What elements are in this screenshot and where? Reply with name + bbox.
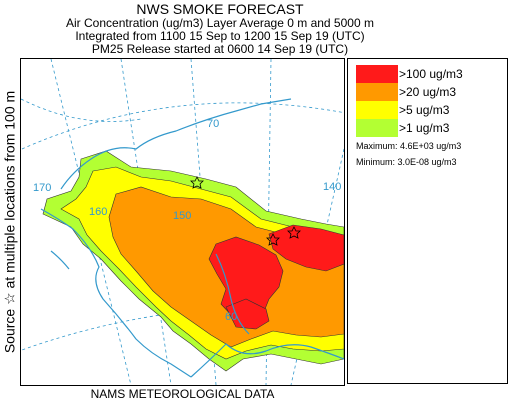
source-star-icon	[287, 226, 301, 239]
coast-west	[40, 208, 192, 378]
river-yukon	[215, 253, 250, 335]
graticule-label-150: 150	[173, 210, 191, 222]
smoke-map: 70 170 160 140 150 60	[21, 59, 344, 385]
graticule-label-60: 60	[225, 311, 237, 323]
subtitle-integration-period: Integrated from 1100 15 Sep to 1200 15 S…	[75, 29, 365, 43]
legend-label: >100 ug/m3	[399, 67, 463, 81]
legend-swatch	[356, 119, 398, 137]
coastline	[40, 98, 344, 378]
map-frame: 70 170 160 140 150 60	[20, 58, 345, 386]
legend-label: >1 ug/m3	[399, 121, 450, 135]
legend-item-1: >1 ug/m3	[356, 119, 496, 137]
coast-south	[190, 343, 344, 378]
legend-item-5: >5 ug/m3	[356, 101, 496, 119]
source-locations	[190, 176, 301, 246]
subtitle-release-start: PM25 Release started at 0600 14 Sep 19 (…	[91, 42, 349, 56]
source-label: Source ☆ at multiple locations from 100 …	[1, 90, 18, 354]
source-star-icon	[190, 176, 204, 189]
legend-swatch	[356, 101, 398, 119]
coast-north	[60, 98, 292, 190]
latitude-arc-north	[21, 98, 142, 122]
smoke-level-4-east	[268, 224, 344, 272]
graticule-label-170: 170	[33, 182, 51, 194]
map-title: NWS SMOKE FORECAST	[136, 1, 304, 17]
subtitle-concentration: Air Concentration (ug/m3) Layer Average …	[66, 16, 374, 30]
legend-swatch	[356, 83, 398, 101]
latitude-line-70	[21, 102, 344, 150]
graticule-label-160: 160	[89, 206, 107, 218]
legend-item-100: >100 ug/m3	[356, 65, 496, 83]
graticule-label-70: 70	[207, 118, 219, 130]
graticule-label-140: 140	[323, 181, 341, 193]
legend: >100 ug/m3 >20 ug/m3 >5 ug/m3 >1 ug/m3 M…	[347, 58, 508, 384]
longitude-line-170	[50, 59, 132, 385]
legend-label: >20 ug/m3	[399, 85, 457, 99]
minimum-value: Minimum: 3.0E-08 ug/m3	[356, 157, 457, 167]
legend-item-20: >20 ug/m3	[356, 83, 496, 101]
meteorological-data-label: NAMS METEOROLOGICAL DATA	[90, 387, 275, 401]
maximum-value: Maximum: 4.6E+03 ug/m3	[356, 141, 462, 151]
source-star-icon	[266, 233, 280, 246]
coast-island	[50, 250, 70, 270]
legend-swatch	[356, 65, 398, 83]
legend-label: >5 ug/m3	[399, 103, 450, 117]
smoke-level-4-south	[225, 298, 270, 330]
